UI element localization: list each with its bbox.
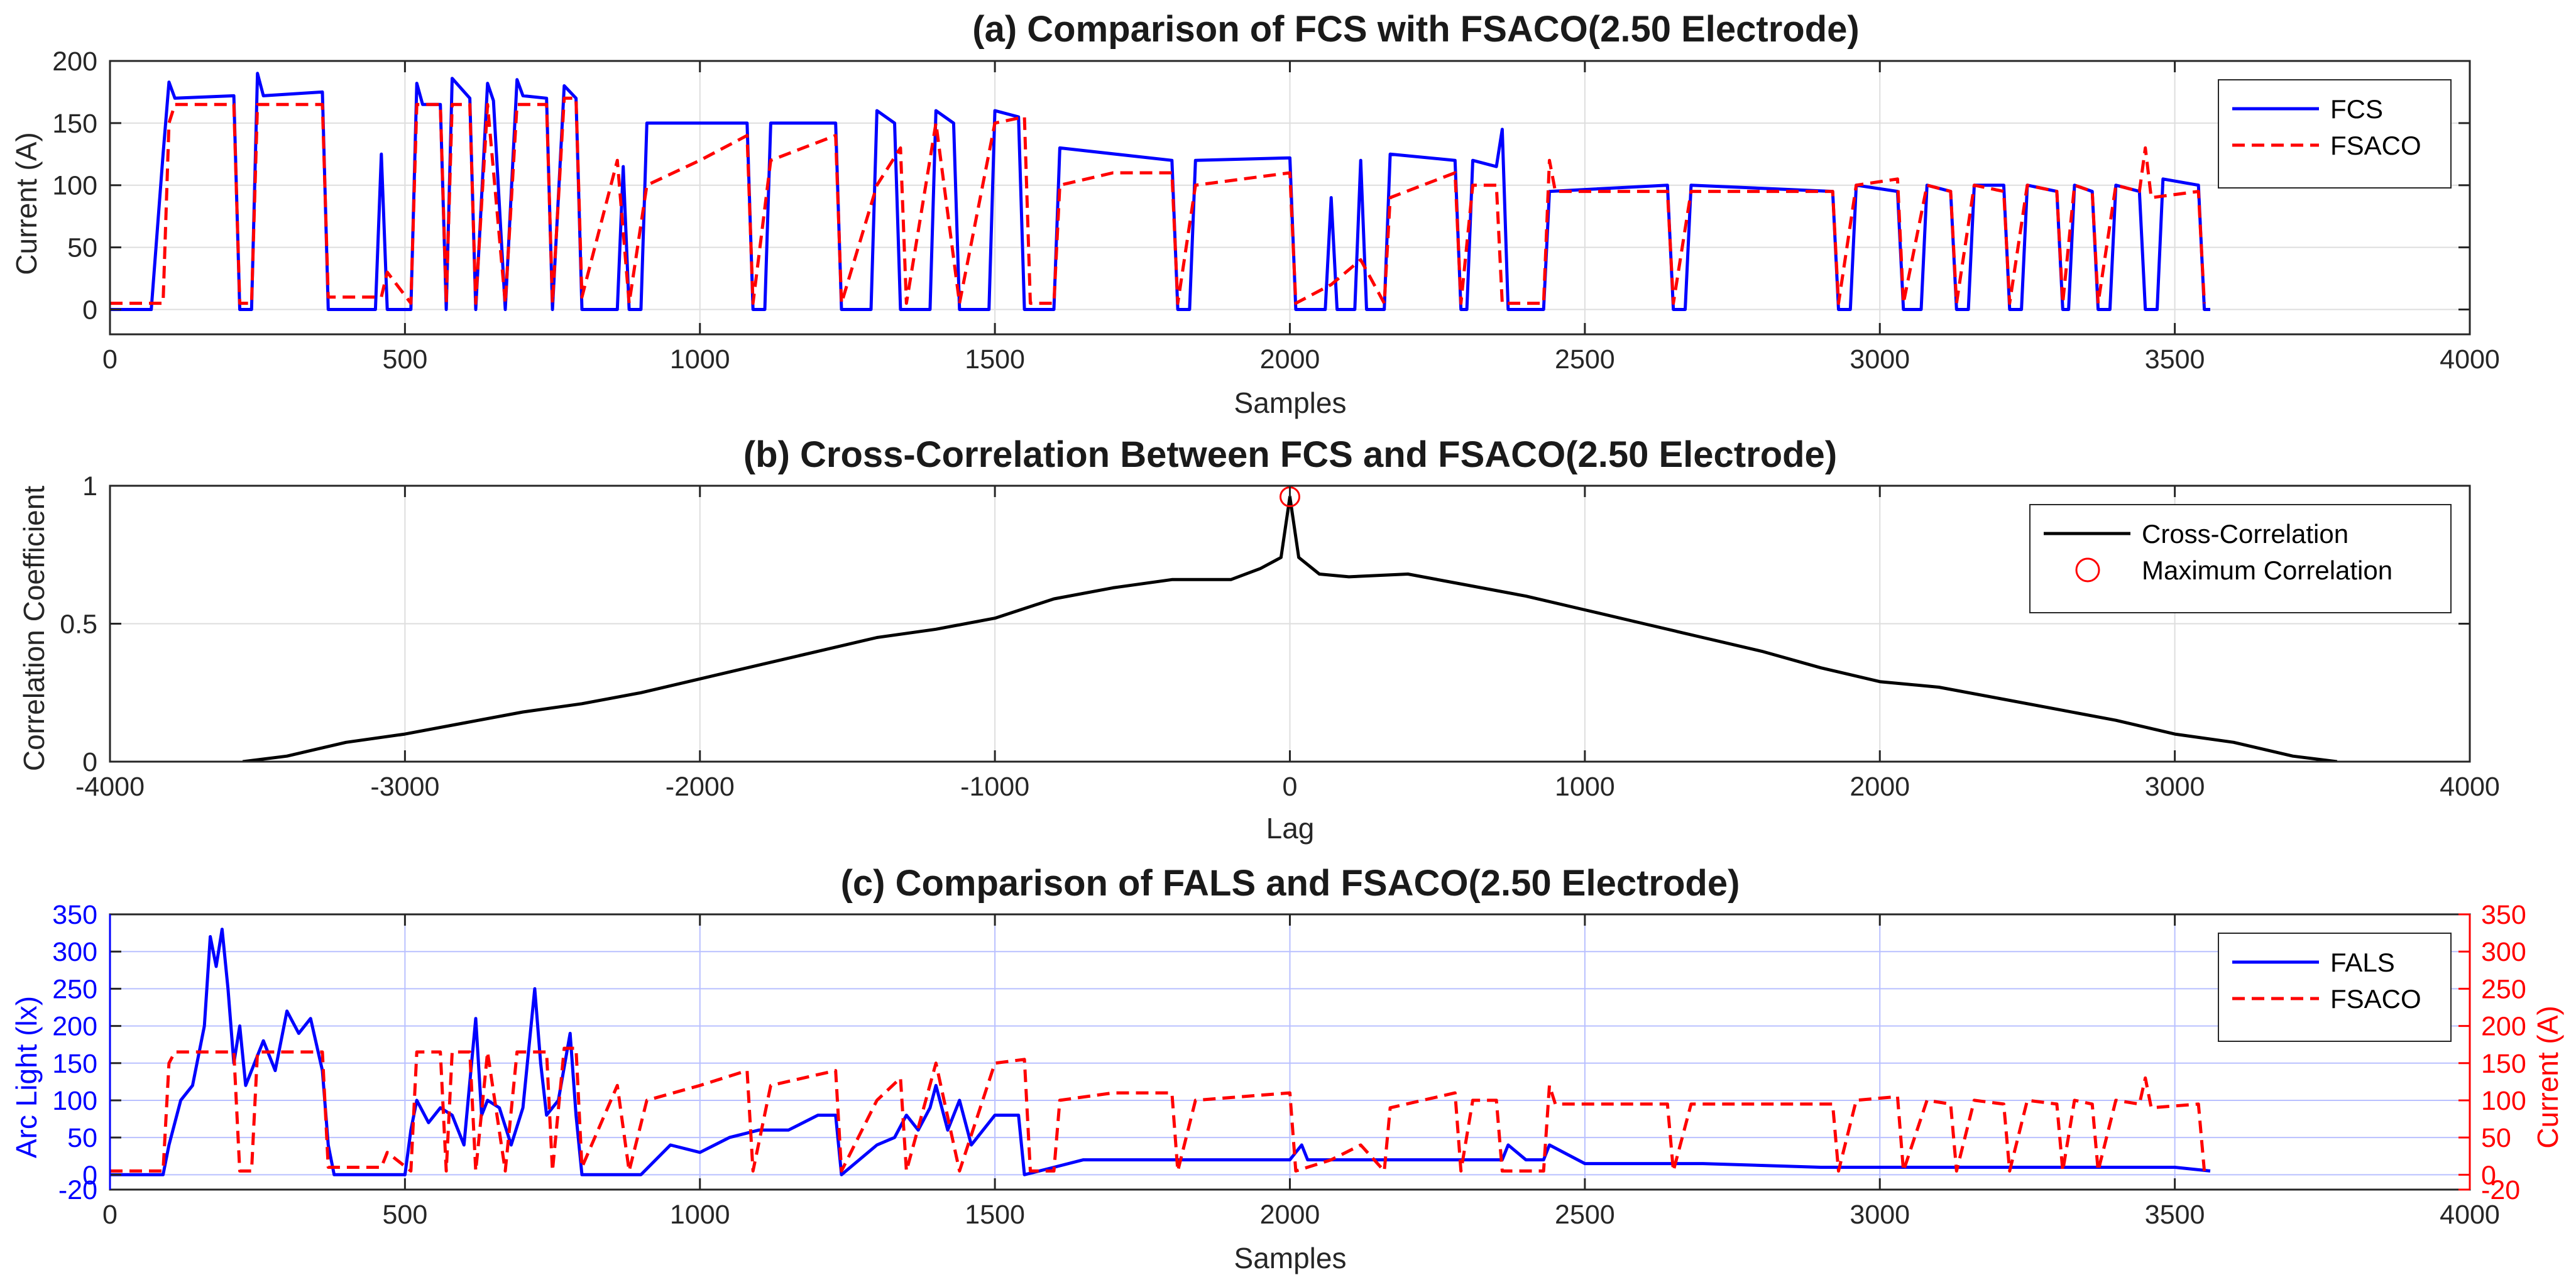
chart-b-ytick-label: 1 (82, 471, 97, 501)
chart-c-ytick-label: 300 (52, 937, 97, 967)
chart-c-ytick-label: 350 (52, 900, 97, 930)
chart-a-title: (a) Comparison of FCS with FSACO(2.50 El… (972, 9, 1859, 50)
chart-c-xtick-label: 500 (383, 1200, 428, 1230)
chart-c-xtick-label: 3000 (1850, 1200, 1910, 1230)
chart-c-ytick-right-label: 250 (2481, 974, 2526, 1004)
chart-a-legend: FCS FSACO (2218, 79, 2452, 189)
chart-c-ytick-label: 200 (52, 1012, 97, 1042)
chart-b-xtick-label: -2000 (666, 772, 735, 802)
chart-a-ytick-label: 0 (82, 295, 97, 325)
chart-b-xtick-label: 0 (1283, 772, 1298, 802)
chart-b-legend-label: Maximum Correlation (2142, 556, 2392, 585)
chart-c-ytick-label: 0 (82, 1160, 97, 1190)
chart-c-ytick-right-label: 0 (2481, 1160, 2496, 1190)
chart-a-xtick-label: 1000 (670, 344, 730, 375)
chart-c-ylabel-right: Current (A) (2531, 1005, 2564, 1148)
chart-b-ytick-label: 0.5 (60, 610, 97, 640)
chart-b-xtick-label: 3000 (2145, 772, 2205, 802)
chart-a-xtick-label: 1500 (965, 344, 1025, 375)
chart-a-xtick-label: 500 (383, 344, 428, 375)
chart-a-xtick-label: 0 (102, 344, 118, 375)
chart-a-xlabel: Samples (1234, 386, 1347, 419)
chart-b-ytick-label: 0 (82, 747, 97, 777)
chart-c-ytick-label: 100 (52, 1086, 97, 1116)
chart-a-xtick-label: 3500 (2145, 344, 2205, 375)
chart-a-ytick-label: 150 (52, 109, 97, 139)
chart-c-ylabel-left: Arc Light (lx) (10, 996, 43, 1158)
chart-c-series-fals (110, 928, 2211, 1176)
chart-a-legend-label: FCS (2330, 94, 2383, 124)
chart-b-xtick-label: -3000 (370, 772, 439, 802)
chart-a-xtick-label: 4000 (2440, 344, 2500, 375)
chart-c-xtick-label: 4000 (2440, 1200, 2500, 1230)
chart-c-ytick-label: 250 (52, 974, 97, 1004)
chart-b-ylabel: Correlation Coefficient (18, 486, 50, 771)
chart-c-ytick-label: 50 (67, 1123, 97, 1153)
chart-a-xtick-label: 3000 (1850, 344, 1910, 375)
chart-c-xtick-label: 0 (102, 1200, 118, 1230)
chart-a-ytick-label: 200 (52, 47, 97, 77)
chart-c-xtick-label: 2000 (1260, 1200, 1320, 1230)
chart-c-xtick-label: 3500 (2145, 1200, 2205, 1230)
chart-a-legend-label: FSACO (2330, 131, 2421, 160)
chart-c-xtick-label: 1500 (965, 1200, 1025, 1230)
chart-c-xtick-label: 1000 (670, 1200, 730, 1230)
chart-c-xlabel: Samples (1234, 1242, 1347, 1274)
chart-c-ytick-right-label: 300 (2481, 937, 2526, 967)
chart-a-series-fsaco (110, 96, 2206, 305)
chart-c-series-fsaco (110, 1046, 2206, 1173)
chart-b-legend-swatch (2075, 557, 2100, 583)
chart-b-xtick-label: 2000 (1850, 772, 1910, 802)
chart-b-xtick-label: -4000 (75, 772, 145, 802)
chart-c-legend-label: FALS (2330, 948, 2395, 977)
chart-b-xtick-label: -1000 (960, 772, 1029, 802)
chart-a: (a) Comparison of FCS with FSACO(2.50 El… (10, 9, 2500, 419)
chart-c-legend-label: FSACO (2330, 984, 2421, 1014)
chart-a-series-group (110, 72, 2210, 311)
chart-c-ytick-right-label: 350 (2481, 900, 2526, 930)
chart-a-xtick-label: 2500 (1555, 344, 1615, 375)
chart-a-ytick-label: 50 (67, 233, 97, 263)
chart-c-series-group (110, 928, 2211, 1176)
chart-b-legend-label: Cross-Correlation (2142, 519, 2349, 549)
chart-a-legend-box (2218, 79, 2452, 189)
chart-c: (c) Comparison of FALS and FSACO(2.50 El… (10, 863, 2564, 1274)
chart-c-legend-box (2218, 933, 2452, 1042)
chart-b-xtick-label: 1000 (1555, 772, 1615, 802)
chart-c-ytick-label: 150 (52, 1049, 97, 1079)
chart-c-ytick-right-label: 150 (2481, 1049, 2526, 1079)
chart-b: (b) Cross-Correlation Between FCS and FS… (18, 434, 2500, 845)
chart-c-ytick-label: -20 (58, 1175, 97, 1205)
chart-b-legend-box (2029, 504, 2452, 613)
chart-c-legend: FALS FSACO (2218, 933, 2452, 1042)
chart-c-title: (c) Comparison of FALS and FSACO(2.50 El… (841, 863, 1740, 904)
chart-c-ytick-right-label: 50 (2481, 1123, 2511, 1153)
chart-c-ytick-right-label: 100 (2481, 1086, 2526, 1116)
chart-c-xtick-label: 2500 (1555, 1200, 1615, 1230)
chart-b-xtick-label: 4000 (2440, 772, 2500, 802)
chart-c-ytick-right-label: 200 (2481, 1012, 2526, 1042)
chart-c-ytick-right-label: -20 (2481, 1175, 2520, 1205)
chart-a-xtick-label: 2000 (1260, 344, 1320, 375)
chart-a-ytick-label: 100 (52, 171, 97, 201)
chart-b-legend: Cross-Correlation Maximum Correlation (2029, 504, 2452, 613)
chart-a-ylabel: Current (A) (10, 132, 43, 275)
chart-b-xlabel: Lag (1266, 812, 1315, 845)
chart-b-title: (b) Cross-Correlation Between FCS and FS… (743, 434, 1837, 475)
